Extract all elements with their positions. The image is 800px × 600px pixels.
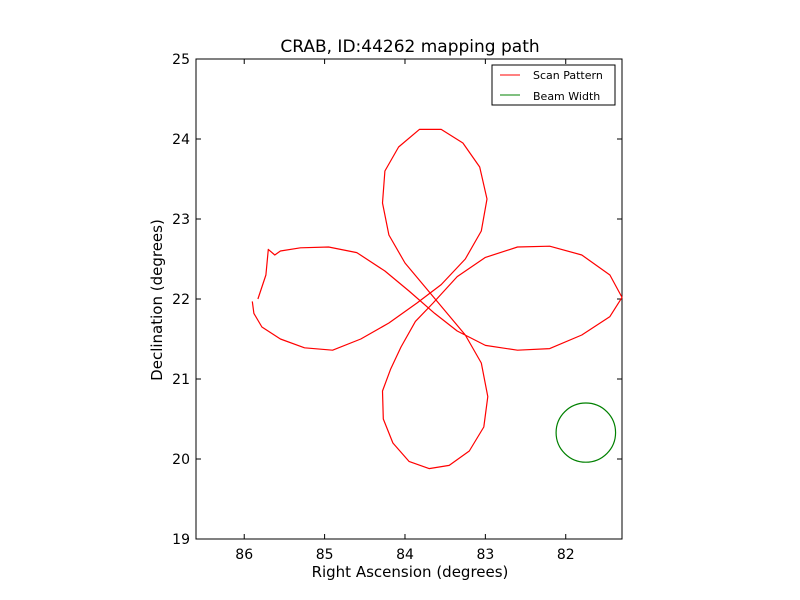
y-tick-label: 23 (172, 212, 190, 228)
legend-label-scan-pattern: Scan Pattern (533, 69, 603, 82)
x-tick-label: 83 (476, 547, 494, 563)
scan-pattern-line (251, 128, 623, 470)
y-tick-label: 22 (172, 292, 190, 308)
series-layer (251, 128, 623, 470)
plot-area: 86 85 84 83 82 19 20 21 22 23 24 25 (172, 52, 623, 563)
y-tick-label: 19 (172, 532, 190, 548)
legend-label-beam-width: Beam Width (533, 90, 600, 103)
y-tick-label: 24 (172, 132, 190, 148)
x-tick-label: 82 (557, 547, 575, 563)
chart-title: CRAB, ID:44262 mapping path (280, 37, 539, 57)
x-axis-label: Right Ascension (degrees) (312, 563, 509, 581)
beam-width-circle (555, 402, 617, 463)
y-tick-label: 20 (172, 452, 190, 468)
x-axis-ticks: 86 85 84 83 82 (235, 59, 575, 563)
y-tick-label: 25 (172, 52, 190, 68)
legend: Scan Pattern Beam Width (491, 64, 616, 106)
legend-box (491, 64, 616, 106)
x-tick-label: 84 (396, 547, 414, 563)
y-tick-label: 21 (172, 372, 190, 388)
axes-frame (195, 58, 623, 540)
y-axis-label: Declination (degrees) (148, 219, 166, 381)
y-axis-ticks: 19 20 21 22 23 24 25 (172, 52, 622, 548)
x-tick-label: 85 (316, 547, 334, 563)
x-tick-label: 86 (235, 547, 253, 563)
